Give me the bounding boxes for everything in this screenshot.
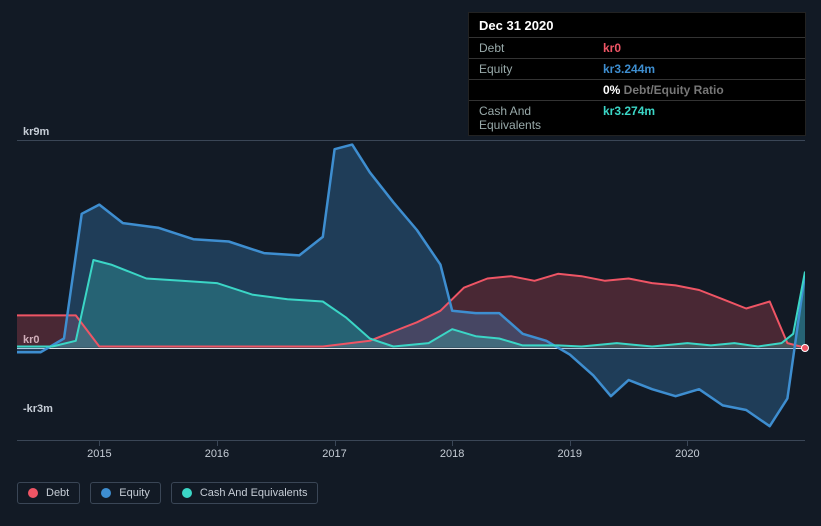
tooltip-row: 0% Debt/Equity Ratio: [469, 79, 805, 100]
x-axis-tick: 2018: [440, 448, 464, 460]
legend-label: Cash And Equivalents: [200, 487, 308, 499]
legend: Debt Equity Cash And Equivalents: [17, 482, 318, 504]
tooltip-row-label: Equity: [479, 62, 591, 76]
x-axis-stub: [570, 440, 571, 446]
tooltip-row: Equity kr3.244m: [469, 58, 805, 79]
x-axis-stub: [217, 440, 218, 446]
x-axis-tick: 2017: [322, 448, 346, 460]
hover-tooltip: Dec 31 2020 Debt kr0 Equity kr3.244m 0% Debt…: [468, 12, 806, 136]
legend-label: Equity: [119, 487, 150, 499]
x-axis-stub: [452, 440, 453, 446]
tooltip-row-label: Debt: [479, 41, 591, 55]
legend-label: Debt: [46, 487, 69, 499]
legend-item-equity[interactable]: Equity: [90, 482, 161, 504]
tooltip-row: Cash And Equivalents kr3.274m: [469, 100, 805, 135]
legend-swatch: [182, 488, 192, 498]
tooltip-row-label: Cash And Equivalents: [479, 104, 591, 132]
x-axis-tick: 2016: [205, 448, 229, 460]
tooltip-row-suffix: Debt/Equity Ratio: [620, 83, 723, 97]
x-axis-tick: 2015: [87, 448, 111, 460]
hover-marker: [801, 344, 809, 352]
x-axis-tick: 2020: [675, 448, 699, 460]
legend-swatch: [28, 488, 38, 498]
tooltip-row-value: kr3.244m: [603, 62, 655, 76]
tooltip-row-value: kr3.274m: [603, 104, 655, 132]
tooltip-row: Debt kr0: [469, 37, 805, 58]
x-axis-stub: [99, 440, 100, 446]
tooltip-date: Dec 31 2020: [469, 13, 805, 37]
tooltip-row-value: 0% Debt/Equity Ratio: [603, 83, 724, 97]
x-axis-tick: 2019: [558, 448, 582, 460]
legend-item-debt[interactable]: Debt: [17, 482, 80, 504]
tooltip-row-value: kr0: [603, 41, 621, 55]
tooltip-row-label: [479, 83, 591, 97]
chart-container: Dec 31 2020 Debt kr0 Equity kr3.244m 0% Debt…: [0, 0, 821, 526]
x-axis-stub: [335, 440, 336, 446]
legend-item-cash-and-equivalents[interactable]: Cash And Equivalents: [171, 482, 319, 504]
legend-swatch: [101, 488, 111, 498]
x-axis-stub: [687, 440, 688, 446]
